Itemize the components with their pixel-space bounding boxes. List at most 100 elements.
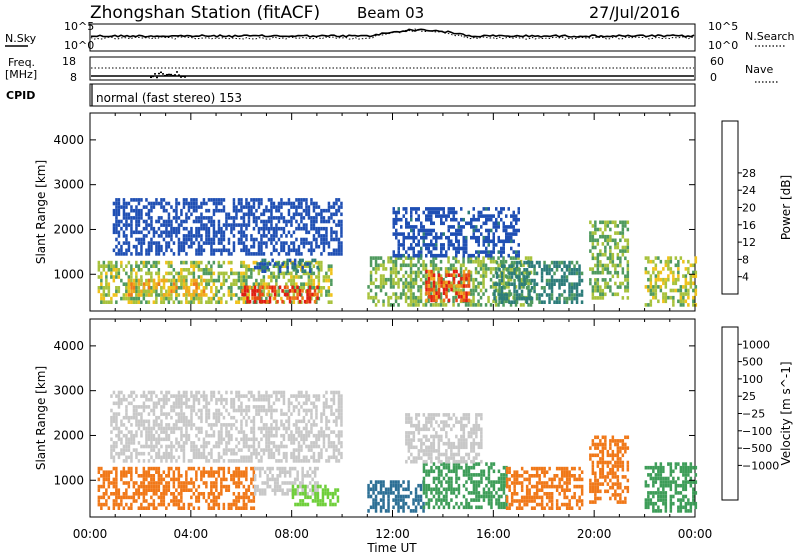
data-cell <box>522 285 525 289</box>
data-cell <box>337 208 341 213</box>
data-cell <box>616 224 620 228</box>
data-cell <box>127 430 131 434</box>
data-cell <box>507 207 510 211</box>
data-cell <box>150 441 153 445</box>
data-cell <box>389 285 393 289</box>
data-cell <box>177 271 181 276</box>
data-cell <box>644 270 648 275</box>
data-cell <box>245 466 248 471</box>
data-cell <box>507 232 510 236</box>
data-cell <box>197 506 201 510</box>
data-cell <box>614 263 617 268</box>
data-cell <box>120 430 123 434</box>
data-cell <box>222 244 226 249</box>
data-cell <box>102 477 106 482</box>
data-cell <box>533 268 536 272</box>
data-cell <box>647 259 650 264</box>
data-cell <box>245 278 248 283</box>
data-cell <box>447 228 450 233</box>
data-cell <box>192 282 196 286</box>
data-cell <box>212 444 216 449</box>
data-cell <box>220 423 223 427</box>
data-cell <box>624 220 627 225</box>
data-cell <box>190 234 193 238</box>
data-cell <box>295 430 298 434</box>
data-cell <box>657 285 660 289</box>
data-cell <box>327 293 331 297</box>
data-cell <box>320 260 323 265</box>
data-cell <box>190 459 193 463</box>
data-cell <box>392 250 395 254</box>
data-cell <box>172 230 176 235</box>
data-cell <box>197 397 201 402</box>
data-cell <box>242 394 246 398</box>
data-cell <box>242 278 246 283</box>
cpid-label: CPID <box>6 89 35 102</box>
data-cell <box>268 484 272 489</box>
data-cell <box>500 239 503 244</box>
data-cell <box>142 419 146 424</box>
data-cell <box>479 259 483 264</box>
data-cell <box>504 299 508 304</box>
data-cell <box>679 288 683 293</box>
data-cell <box>185 430 188 434</box>
data-cell <box>170 415 173 420</box>
y-tick-label: 2000 <box>53 222 84 236</box>
data-cell <box>258 299 262 304</box>
data-cell <box>172 408 176 413</box>
data-cell <box>127 296 131 301</box>
data-cell <box>677 277 680 282</box>
data-cell <box>301 470 304 474</box>
nsky-label: N.Sky <box>5 32 37 45</box>
data-cell <box>202 474 206 478</box>
data-cell <box>280 390 283 395</box>
data-cell <box>190 390 193 395</box>
data-cell <box>185 484 188 489</box>
data-cell <box>135 248 138 253</box>
data-cell <box>432 253 435 258</box>
data-cell <box>262 289 266 294</box>
data-cell <box>222 260 226 265</box>
data-cell <box>256 296 259 300</box>
data-cell <box>667 256 670 260</box>
data-cell <box>469 299 473 304</box>
data-cell <box>322 241 326 245</box>
data-cell <box>115 481 118 485</box>
data-cell <box>692 281 695 286</box>
data-cell <box>315 205 318 209</box>
data-cell <box>200 289 203 294</box>
data-cell <box>317 455 321 460</box>
data-cell <box>417 285 420 289</box>
data-cell <box>457 280 461 285</box>
data-cell <box>258 289 262 293</box>
data-cell <box>321 491 325 496</box>
data-cell <box>659 285 663 289</box>
data-cell <box>220 488 223 492</box>
data-cell <box>677 259 680 264</box>
data-cell <box>619 285 622 289</box>
data-cell <box>340 248 343 253</box>
data-cell <box>407 232 410 236</box>
data-cell <box>550 286 554 290</box>
data-cell <box>185 433 188 438</box>
data-cell <box>180 397 183 402</box>
data-cell <box>157 474 161 478</box>
data-cell <box>140 212 143 217</box>
data-cell <box>185 394 188 398</box>
data-cell <box>242 430 246 434</box>
data-cell <box>407 253 410 258</box>
data-cell <box>235 466 238 471</box>
data-cell <box>299 491 302 496</box>
data-cell <box>528 289 531 294</box>
freq-dip-point <box>170 73 172 76</box>
data-cell <box>594 281 597 286</box>
data-cell <box>175 289 178 294</box>
data-cell <box>212 293 216 297</box>
data-cell <box>242 296 246 301</box>
data-cell <box>327 205 331 209</box>
data-cell <box>212 506 216 510</box>
freq-dip-point <box>182 75 184 78</box>
data-cell <box>497 250 500 254</box>
data-cell <box>290 455 293 460</box>
